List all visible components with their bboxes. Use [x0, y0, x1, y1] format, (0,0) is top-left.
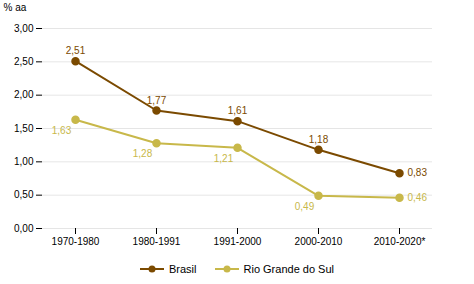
svg-text:0,83: 0,83 — [408, 167, 428, 178]
svg-text:1970-1980: 1970-1980 — [52, 236, 100, 247]
svg-text:1,63: 1,63 — [52, 125, 72, 136]
svg-text:1,50: 1,50 — [14, 123, 34, 134]
svg-text:% aa: % aa — [4, 2, 27, 13]
svg-text:1,77: 1,77 — [147, 95, 167, 106]
svg-text:1,28: 1,28 — [133, 148, 153, 159]
svg-text:2000-2010: 2000-2010 — [295, 236, 343, 247]
svg-text:2,50: 2,50 — [14, 56, 34, 67]
svg-text:1980-1991: 1980-1991 — [133, 236, 181, 247]
svg-text:0,50: 0,50 — [14, 189, 34, 200]
svg-text:1,00: 1,00 — [14, 156, 34, 167]
html-text:Brasil: Brasil — [169, 263, 197, 275]
html-text:Rio Grande do Sul: Rio Grande do Sul — [243, 263, 334, 275]
svg-text:1,61: 1,61 — [228, 105, 248, 116]
svg-text:2010-2020*: 2010-2020* — [374, 236, 426, 247]
svg-text:1991-2000: 1991-2000 — [214, 236, 262, 247]
svg-text:2,00: 2,00 — [14, 89, 34, 100]
svg-text:1,21: 1,21 — [214, 153, 234, 164]
svg-text:0,46: 0,46 — [408, 192, 428, 203]
svg-text:0,49: 0,49 — [295, 201, 315, 212]
svg-text:1,18: 1,18 — [309, 134, 329, 145]
svg-text:2,51: 2,51 — [66, 45, 86, 56]
svg-text:3,00: 3,00 — [14, 23, 34, 34]
svg-text:0,00: 0,00 — [14, 223, 34, 234]
